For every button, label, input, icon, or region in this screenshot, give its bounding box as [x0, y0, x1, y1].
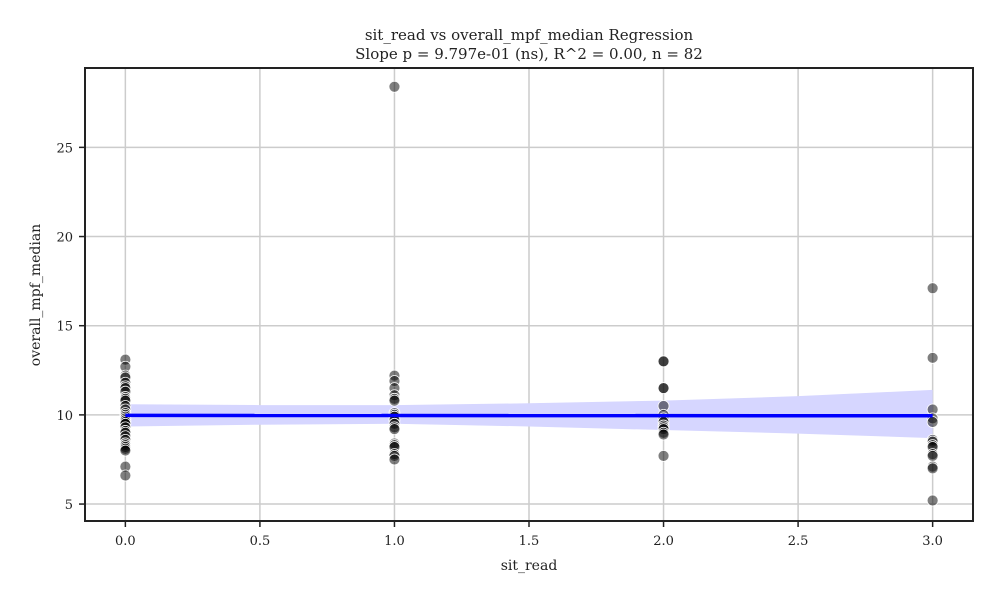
x-tick-label: 2.5 [788, 534, 809, 549]
x-tick-label: 0.5 [250, 534, 271, 549]
x-tick-label: 0.0 [115, 534, 136, 549]
data-point [388, 423, 401, 436]
y-tick-label: 20 [56, 231, 73, 246]
y-tick-label: 25 [56, 141, 73, 156]
data-point [119, 469, 132, 482]
data-point [657, 355, 670, 368]
data-point [388, 80, 401, 93]
data-point [926, 351, 939, 364]
y-tick-label: 15 [56, 320, 73, 335]
x-axis-ticks: 0.0 0.5 1.0 1.5 2.0 2.5 3.0 [115, 521, 943, 549]
data-point [926, 450, 939, 462]
y-tick-label: 5 [65, 498, 73, 513]
data-point [926, 462, 939, 475]
y-axis-label: overall_mpf_median [28, 224, 44, 366]
x-tick-label: 1.0 [384, 534, 405, 549]
data-point [657, 428, 670, 441]
data-point [926, 416, 939, 428]
data-point [119, 444, 132, 457]
y-axis-ticks: 5 10 15 20 25 [56, 141, 85, 513]
chart-subtitle: Slope p = 9.797e-01 (ns), R^2 = 0.00, n … [355, 45, 703, 63]
y-tick-label: 10 [56, 409, 73, 424]
x-tick-label: 1.5 [519, 534, 540, 549]
data-point [926, 494, 939, 507]
data-point [657, 450, 670, 462]
chart-title: sit_read vs overall_mpf_median Regressio… [365, 26, 694, 44]
data-point [657, 382, 670, 395]
data-point [388, 453, 401, 466]
data-point [926, 282, 939, 295]
data-point [388, 394, 401, 407]
x-tick-label: 3.0 [922, 534, 943, 549]
grid [85, 68, 973, 521]
x-axis-label: sit_read [501, 558, 558, 574]
x-tick-label: 2.0 [653, 534, 674, 549]
